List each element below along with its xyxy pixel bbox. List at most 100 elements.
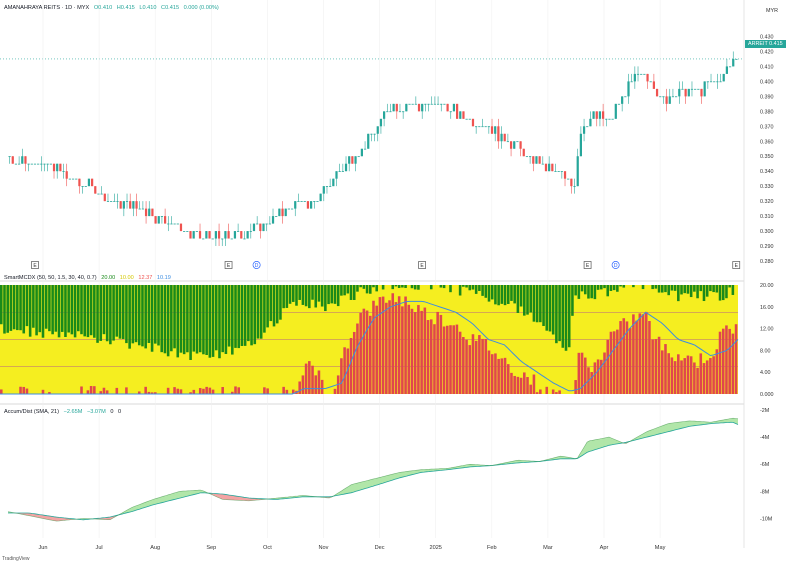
mcdx-red-bar	[580, 352, 584, 394]
mcdx-green-bar	[105, 285, 109, 342]
candle-body	[728, 66, 732, 68]
mcdx-green-bar	[429, 285, 433, 290]
mcdx-green-bar	[247, 285, 250, 342]
candle-body	[167, 223, 170, 225]
mcdx-green-bar	[192, 285, 196, 352]
candle-body	[709, 81, 713, 83]
mcdx-green-bar	[667, 285, 670, 296]
candle-body	[500, 133, 503, 142]
mcdx-red-bar	[484, 338, 488, 394]
mcdx-green-bar	[32, 285, 35, 328]
price-tick-label: 0.350	[760, 154, 774, 160]
candle-body	[633, 73, 636, 82]
mcdx-red-bar	[388, 300, 391, 394]
price-tick-label: 0.370	[760, 124, 774, 130]
mcdx-red-bar	[340, 358, 343, 394]
mcdx-green-bar	[327, 285, 330, 305]
mcdx-green-bar	[609, 285, 613, 291]
mcdx-tick-label: 4.00	[760, 370, 771, 376]
mcdx-green-bar	[35, 285, 38, 336]
mcdx-green-bar	[89, 285, 93, 336]
mcdx-red-bar	[221, 386, 224, 394]
mcdx-red-bar	[115, 387, 119, 394]
candle-body	[179, 223, 183, 232]
candle-body	[370, 133, 373, 135]
mcdx-green-bar	[330, 285, 334, 304]
price-tick-label: 0.320	[760, 199, 774, 205]
mcdx-green-bar	[699, 285, 703, 292]
mcdx-red-bar	[176, 388, 180, 394]
mcdx-red-bar	[397, 296, 401, 394]
mcdx-green-bar	[77, 285, 80, 332]
candle-body	[271, 216, 275, 224]
candle-body	[40, 163, 43, 165]
mcdx-red-bar	[702, 363, 706, 394]
mcdx-green-bar	[121, 285, 125, 339]
mcdx-green-bar	[356, 285, 359, 292]
mcdx-red-bar	[189, 392, 192, 394]
mcdx-green-bar	[574, 285, 577, 296]
mcdx-green-bar	[160, 285, 164, 353]
candle-body	[224, 231, 227, 239]
candle-body	[471, 118, 475, 127]
tradingview-logo[interactable]: TradingView	[2, 556, 30, 562]
candle-body	[354, 156, 357, 164]
mcdx-red-bar	[468, 345, 472, 394]
candle-body	[360, 148, 364, 157]
mcdx-red-bar	[516, 376, 520, 394]
mcdx-red-bar	[603, 352, 606, 394]
mcdx-green-bar	[686, 285, 690, 294]
mcdx-red-bar	[712, 356, 715, 394]
mcdx-green-bar	[500, 285, 504, 304]
mcdx-red-bar	[465, 339, 468, 394]
mcdx-red-bar	[394, 302, 398, 394]
candle-body	[732, 58, 735, 67]
mcdx-green-bar	[523, 285, 526, 316]
currency-label: MYR	[766, 8, 778, 14]
mcdx-red-bar	[583, 357, 587, 394]
candle-body	[652, 81, 656, 89]
mcdx-red-bar	[632, 314, 635, 394]
mcdx-red-bar	[654, 339, 658, 394]
accumdist-legend[interactable]: Accum/Dist (SMA, 21) −2.65M −3.07M 0 0	[4, 409, 124, 415]
mcdx-red-bar	[429, 319, 433, 394]
candle-body	[163, 216, 167, 224]
mcdx-red-bar	[410, 308, 414, 394]
candle-body	[24, 156, 27, 164]
mcdx-red-bar	[404, 296, 407, 394]
earnings-marker	[31, 261, 39, 269]
mcdx-red-bar	[413, 312, 417, 394]
mcdx-red-bar	[365, 310, 369, 394]
candle-body	[8, 156, 11, 158]
mcdx-green-bar	[532, 285, 536, 322]
mcdx-green-bar	[564, 285, 568, 351]
candle-body	[195, 231, 198, 232]
mcdx-green-bar	[590, 285, 593, 299]
candle-body	[351, 156, 354, 164]
mcdx-red-bar	[205, 386, 208, 394]
mcdx-green-bar	[51, 285, 54, 335]
ad-tick-label: -8M	[760, 489, 770, 495]
candle-body	[440, 103, 443, 105]
candle-body	[202, 238, 205, 240]
mcdx-red-bar	[449, 325, 452, 394]
mcdx-green-bar	[715, 285, 719, 293]
accumdist-value-3: 0	[110, 409, 114, 415]
candle-body	[544, 163, 548, 172]
smartmcdx-legend[interactable]: SmartMCDX (50, 50, 1.5, 30, 40, 0.7) 20.…	[4, 275, 174, 281]
mcdx-green-bar	[542, 285, 545, 326]
mcdx-green-bar	[324, 285, 327, 312]
mcdx-red-bar	[320, 379, 324, 394]
mcdx-red-bar	[381, 296, 385, 394]
mcdx-green-bar	[375, 285, 378, 292]
candle-body	[313, 201, 316, 202]
mcdx-green-bar	[150, 285, 154, 352]
price-tick-label: 0.300	[760, 229, 774, 235]
mcdx-red-bar	[673, 361, 677, 394]
candle-body	[532, 156, 535, 164]
candle-body	[141, 208, 145, 210]
mcdx-green-bar	[57, 285, 61, 338]
mcdx-red-bar	[401, 306, 404, 394]
footer-logo-text: TradingView	[2, 556, 30, 562]
